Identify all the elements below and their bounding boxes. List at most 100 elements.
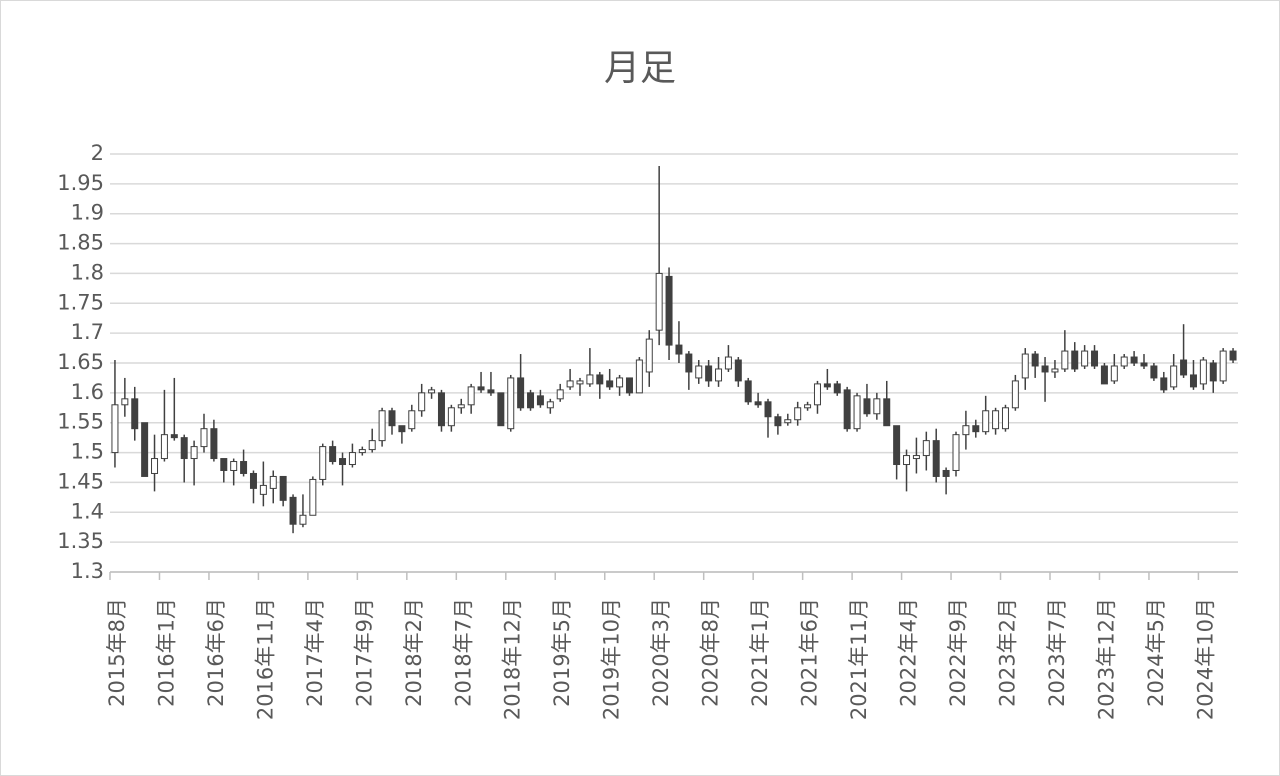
candle-body xyxy=(734,359,742,382)
x-tick-label: 2016年1月 xyxy=(154,598,178,707)
candle-body xyxy=(240,461,248,474)
candle-body xyxy=(635,359,643,394)
candle-body xyxy=(151,458,159,474)
candle-body xyxy=(1219,350,1227,382)
candle-body xyxy=(289,496,297,525)
candle-body xyxy=(487,389,495,394)
candle-body xyxy=(1041,365,1049,373)
candle-body xyxy=(160,434,168,460)
candle-body xyxy=(447,407,455,427)
x-tick-label: 2016年11月 xyxy=(253,598,277,720)
x-tick-label: 2023年7月 xyxy=(1045,598,1069,707)
candle-body xyxy=(1081,350,1089,367)
y-tick-label: 1.6 xyxy=(71,380,104,404)
candle-body xyxy=(784,419,792,424)
candle-body xyxy=(744,380,752,403)
candle-body xyxy=(1170,365,1178,388)
candle-body xyxy=(1140,362,1148,367)
candle-body xyxy=(477,386,485,391)
candle-body xyxy=(517,377,525,409)
candle-body xyxy=(279,475,287,501)
candle-body xyxy=(972,425,980,433)
candle-body xyxy=(625,377,633,394)
candle-body xyxy=(398,425,406,433)
candle-body xyxy=(1150,365,1158,379)
candle-body xyxy=(1189,374,1197,388)
candle-body xyxy=(823,383,831,388)
candle-body xyxy=(606,380,614,388)
candle-body xyxy=(764,401,772,418)
candle-body xyxy=(695,365,703,379)
y-tick-label: 1.85 xyxy=(57,231,104,255)
candle-body xyxy=(903,455,911,466)
candle-body xyxy=(645,338,653,373)
candle-body xyxy=(329,446,337,463)
candle-body xyxy=(754,401,762,406)
candle-body xyxy=(507,377,515,430)
x-tick-label: 2019年10月 xyxy=(600,598,624,720)
candle-body xyxy=(1051,368,1059,373)
candle-body xyxy=(675,344,683,355)
candle-body xyxy=(1021,353,1029,379)
candle-body xyxy=(1120,356,1128,367)
candle-body xyxy=(428,389,436,394)
candle-body xyxy=(111,404,119,454)
y-tick-label: 1.4 xyxy=(71,499,104,523)
candle-body xyxy=(210,428,218,460)
candle-body xyxy=(546,401,554,409)
candle-body xyxy=(220,458,228,471)
candle-body xyxy=(1100,365,1108,385)
x-tick-label: 2024年5月 xyxy=(1144,598,1168,707)
candle-body xyxy=(467,386,475,406)
candle-body xyxy=(121,398,129,406)
y-tick-label: 2 xyxy=(91,141,104,165)
candle-body xyxy=(724,356,732,370)
x-tick-label: 2021年6月 xyxy=(798,598,822,707)
candle-body xyxy=(843,389,851,430)
candle-body xyxy=(141,422,149,477)
x-tick-label: 2018年2月 xyxy=(402,598,426,707)
y-tick-label: 1.55 xyxy=(57,410,104,434)
candle-body xyxy=(230,461,238,471)
candle-body xyxy=(249,472,257,489)
candle-body xyxy=(952,434,960,471)
candle-body xyxy=(1130,356,1138,364)
candle-body xyxy=(982,410,990,433)
y-tick-label: 1.3 xyxy=(71,559,104,583)
candle-body xyxy=(180,437,188,460)
candle-body xyxy=(408,410,416,430)
candle-body xyxy=(1091,350,1099,367)
candle-body xyxy=(833,383,841,394)
candle-body xyxy=(299,514,307,525)
x-tick-label: 2020年3月 xyxy=(649,598,673,707)
x-tick-label: 2022年4月 xyxy=(897,598,921,707)
candle-body xyxy=(457,404,465,409)
y-tick-label: 1.65 xyxy=(57,350,104,374)
candle-body xyxy=(922,440,930,457)
candle-body xyxy=(1199,359,1207,385)
candle-body xyxy=(883,398,891,427)
candle-body xyxy=(774,416,782,427)
candle-body xyxy=(190,446,198,460)
candle-body xyxy=(259,484,267,495)
x-tick-label: 2021年1月 xyxy=(748,598,772,707)
candle-body xyxy=(378,410,386,442)
x-tick-label: 2018年12月 xyxy=(501,598,525,720)
candle-body xyxy=(873,398,881,415)
x-tick-label: 2021年11月 xyxy=(847,598,871,720)
candle-body xyxy=(912,455,920,460)
y-tick-label: 1.35 xyxy=(57,529,104,553)
candle-body xyxy=(437,392,445,427)
x-tick-label: 2020年8月 xyxy=(699,598,723,707)
candle-body xyxy=(1110,365,1118,382)
candle-body xyxy=(992,410,1000,430)
candle-body xyxy=(536,395,544,406)
x-tick-label: 2016年6月 xyxy=(204,598,228,707)
candle-body xyxy=(576,380,584,385)
x-tick-label: 2018年7月 xyxy=(451,598,475,707)
candle-body xyxy=(170,434,178,439)
candle-body xyxy=(388,410,396,427)
candle-body xyxy=(794,407,802,421)
candle-body xyxy=(705,365,713,382)
